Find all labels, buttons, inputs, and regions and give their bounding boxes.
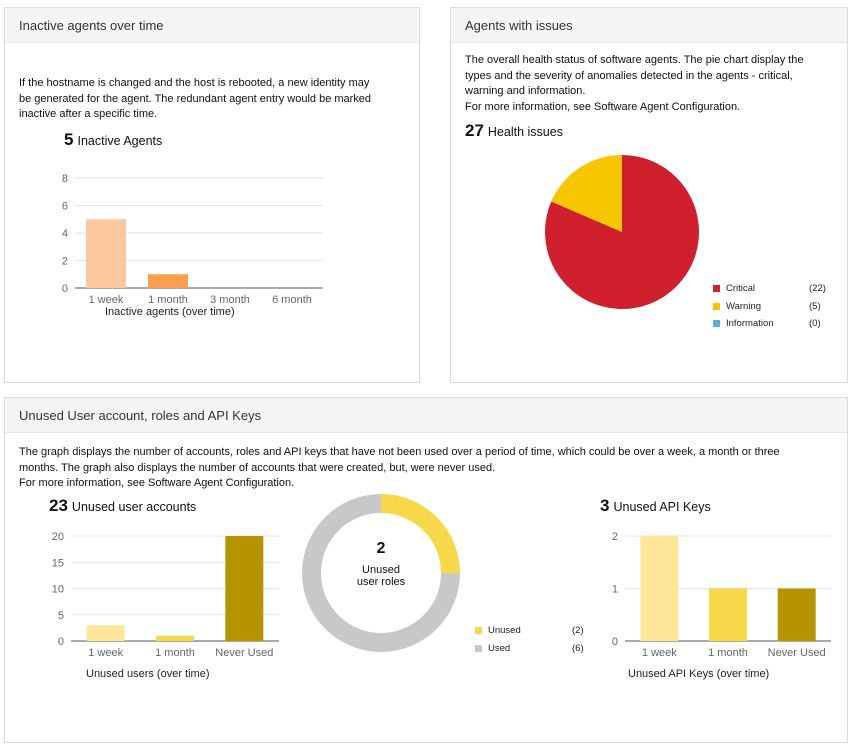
y-tick-label: 5 [58,610,64,622]
pie-slice [381,494,460,573]
panel-description: If the hostname is changed and the host … [19,76,371,123]
count-label: Health issues [487,125,563,139]
legend-swatch [713,284,720,292]
legend-swatch [713,319,720,327]
health-issues-pie-chart [545,155,699,309]
y-tick-label: 1 [612,584,618,596]
unused-accounts-panel: Unused User account, roles and API Keys … [4,397,848,743]
unused-api-keys-count: 3 Unused API Keys [600,496,711,516]
count-label: Unused user accounts [71,500,197,514]
y-tick-label: 4 [62,228,68,240]
y-tick-label: 2 [612,531,618,543]
count-label: Inactive Agents [77,134,163,148]
unused-users-bar-chart: 0 5 10 15 20 1 week 1 month Never Used [52,531,279,659]
bar [225,536,264,641]
x-tick-label: 1 week [89,294,124,306]
description-line: The graph displays the number of account… [19,446,780,458]
legend-count: (22) [809,283,826,294]
legend-label: Unused [488,625,521,636]
y-tick-label: 0 [58,636,64,648]
bar [777,588,816,641]
unused-roles-donut-chart [302,494,460,652]
y-tick-label: 15 [52,557,64,569]
bar [640,536,679,641]
panel-header: Agents with issues [451,8,847,43]
y-tick-label: 8 [62,173,68,185]
x-tick-label: 6 month [272,294,312,306]
x-axis-label: Unused API Keys (over time) [628,668,770,680]
description-line: warning and information. [465,85,586,97]
description-line: be generated for the agent. The redundan… [19,92,372,105]
legend-item-information: Information (0) [713,318,831,329]
x-tick-label: 1 month [155,647,195,659]
legend-item-critical: Critical (22) [713,283,831,294]
description-line: The overall health status of software ag… [465,54,804,66]
bar [148,274,188,288]
legend-count: (5) [809,301,821,312]
y-tick-label: 6 [62,201,68,213]
description-line: inactive after a specific time. [19,108,158,120]
legend-swatch [713,302,720,310]
x-tick-label: 1 month [148,294,188,306]
panel-header: Inactive agents over time [5,8,419,43]
x-tick-label: 1 week [88,647,123,659]
count-label: Unused API Keys [613,500,711,514]
y-tick-label: 10 [52,584,64,596]
legend-label: Critical [726,283,756,294]
agents-with-issues-panel: Agents with issues The overall health st… [450,7,848,383]
description-line: months. The graph also displays the numb… [19,461,496,474]
y-tick-label: 2 [62,256,68,268]
donut-center-line: Unused [362,564,400,576]
legend-count: (6) [572,643,584,654]
unused-roles-count: 2 [376,540,386,557]
donut-center-line: user roles [356,576,406,588]
y-tick-label: 0 [612,636,618,648]
legend-label: Information [726,318,774,329]
x-axis-label: Inactive agents (over time) [105,306,235,318]
legend-count: (0) [809,318,821,329]
y-tick-label: 0 [62,283,68,295]
donut-center: 2 Unused user roles [331,540,431,588]
legend-swatch [475,644,482,652]
count-value: 3 [600,496,610,515]
description-line: If the hostname is changed and the host … [19,77,370,89]
panel-header: Unused User account, roles and API Keys [5,398,847,433]
count-value: 23 [49,496,68,515]
description-line: types and the severity of anomalies dete… [465,69,793,82]
legend-item-used: Used (6) [475,643,587,654]
panel-description: The graph displays the number of account… [19,445,780,492]
legend-item-unused: Unused (2) [475,625,587,636]
x-axis-label: Unused users (over time) [86,668,210,680]
legend-item-warning: Warning (5) [713,301,831,312]
panel-description: The overall health status of software ag… [465,53,804,115]
bar [86,625,125,641]
pie-slice [551,155,622,232]
x-tick-label: Never Used [215,647,273,659]
legend-swatch [475,626,482,634]
bar [156,635,194,641]
inactive-count: 5 Inactive Agents [64,130,162,150]
description-line: For more information, see Software Agent… [465,100,741,113]
x-tick-label: 1 week [642,647,677,659]
bar [709,588,747,641]
legend-label: Warning [726,301,762,312]
legend-label: Used [488,643,511,654]
panel-title: Inactive agents over time [19,18,164,33]
x-tick-label: Never Used [768,647,826,659]
x-tick-label: 1 month [708,647,748,659]
health-issues-count: 27 Health issues [465,121,563,141]
panel-title: Agents with issues [465,18,573,33]
y-tick-label: 20 [52,531,64,543]
description-line: For more information, see Software Agent… [19,477,295,489]
x-tick-label: 3 month [210,294,250,306]
panel-title: Unused User account, roles and API Keys [19,408,262,423]
inactive-agents-bar-chart: 0 2 4 6 8 1 week 1 month 3 month 6 month [62,173,323,306]
unused-accounts-count: 23 Unused user accounts [49,496,196,516]
legend-count: (2) [572,625,584,636]
inactive-agents-panel: Inactive agents over time If the hostnam… [4,7,420,383]
count-value: 5 [64,130,74,149]
count-value: 27 [465,121,484,140]
bar [86,219,126,288]
unused-api-keys-bar-chart: 0 1 2 1 week 1 month Never Used [612,531,831,659]
